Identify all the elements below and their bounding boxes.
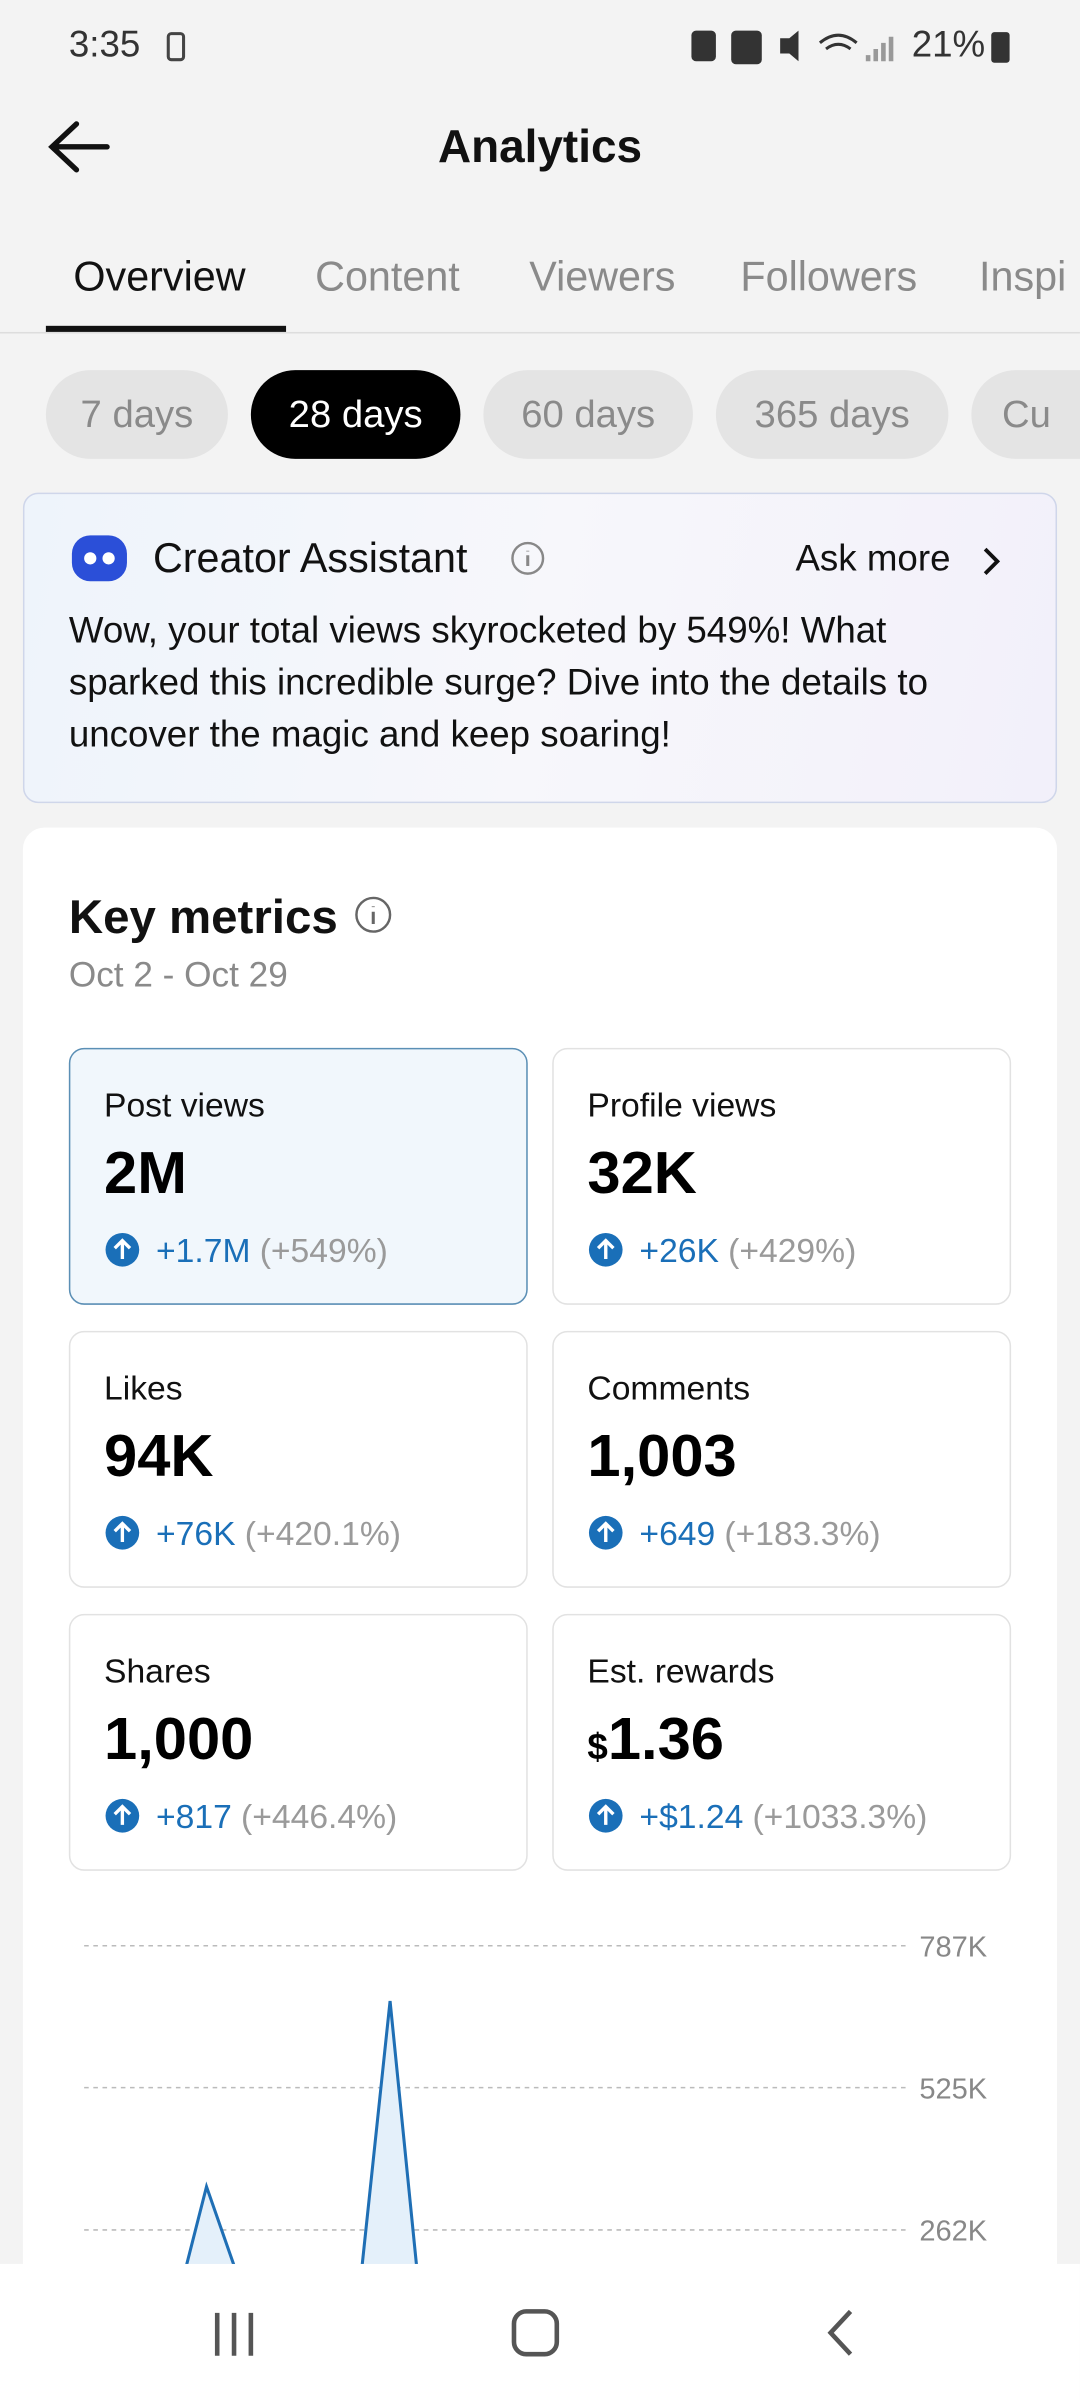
info-icon[interactable] (353, 895, 393, 935)
metric-percent: (+446.4%) (241, 1797, 398, 1836)
y-tick-label: 262K (919, 2216, 987, 2248)
tab[interactable]: Content (315, 253, 460, 300)
metric-percent: (+420.1%) (244, 1514, 401, 1553)
assistant-card (22, 492, 1058, 804)
metric-value: 2M (104, 1141, 187, 1208)
nav-icons (214, 2309, 853, 2357)
y-tick-label: 525K (919, 2073, 987, 2105)
metric-percent: (+549%) (259, 1231, 388, 1270)
metric-percent: (+1033.3%) (752, 1797, 928, 1836)
section-title: Key metrics (68, 890, 338, 944)
tab[interactable]: Overview (73, 253, 246, 300)
metric-number: 1,003 (587, 1424, 737, 1490)
chevron (983, 547, 1001, 575)
date-range: Oct 2 - Oct 29 (68, 954, 288, 995)
metric-label: Est. rewards (587, 1652, 775, 1691)
metric-percent: (+183.3%) (724, 1514, 881, 1553)
period-pill[interactable]: 60 days (483, 370, 693, 459)
up-icon (105, 1798, 140, 1833)
nav-bar (0, 2263, 1080, 2400)
metric-label: Shares (104, 1652, 211, 1691)
metric-card[interactable]: Shares 1,000 +817 (+446.4%) (68, 1613, 528, 1871)
period-pill[interactable]: 7 days (45, 370, 228, 459)
metric-card[interactable]: Post views 2M +1.7M (+549%) (68, 1047, 528, 1305)
metric-delta: +1.7M (156, 1231, 251, 1270)
metric-number: 1,000 (104, 1707, 254, 1773)
status-icon (166, 32, 186, 62)
metric-label: Likes (104, 1369, 183, 1408)
up-icon (588, 1798, 623, 1833)
metric-delta: +649 (639, 1514, 716, 1553)
status-icons (691, 30, 894, 65)
metric-number: 94K (104, 1424, 214, 1490)
metric-value: $1.36 (587, 1707, 724, 1774)
period-pill[interactable]: Cu (971, 370, 1080, 459)
metric-currency: $ (587, 1727, 608, 1769)
tab[interactable]: Viewers (529, 253, 676, 300)
y-tick-label: 787K (919, 1931, 987, 1963)
metric-change: +26K (+429%) (587, 1231, 856, 1271)
assistant-title: Creator Assistant (152, 535, 468, 582)
metric-value: 1,003 (587, 1424, 736, 1491)
metric-change: +1.7M (+549%) (104, 1231, 388, 1271)
period-pill[interactable]: 28 days (250, 370, 461, 459)
metric-number: 1.36 (607, 1707, 724, 1773)
battery-icon (991, 32, 1010, 63)
status-time: 3:35 (68, 24, 141, 66)
metric-delta: +817 (156, 1797, 232, 1836)
metric-delta: +26K (639, 1231, 719, 1270)
ask-more[interactable]: Ask more (795, 538, 951, 580)
metric-delta: +76K (156, 1514, 236, 1553)
assistant-message: Wow, your total views skyrocketed by 549… (68, 610, 929, 756)
page-title: Analytics (437, 122, 642, 173)
metric-change: +76K (+420.1%) (104, 1514, 401, 1554)
up-icon (105, 1232, 140, 1267)
metric-percent: (+429%) (728, 1231, 857, 1270)
back-button[interactable] (46, 119, 113, 174)
metric-number: 2M (104, 1141, 187, 1207)
metric-label: Post views (104, 1086, 265, 1125)
up-icon (588, 1232, 623, 1267)
metric-delta: +$1.24 (639, 1797, 744, 1836)
metric-card[interactable]: Likes 94K +76K (+420.1%) (68, 1330, 528, 1588)
tab[interactable]: Followers (740, 253, 918, 300)
metric-card[interactable]: Comments 1,003 +649 (+183.3%) (552, 1330, 1012, 1588)
metric-number: 32K (587, 1141, 697, 1207)
period-pill[interactable]: 365 days (715, 370, 949, 459)
up-icon (588, 1515, 623, 1550)
metric-value: 32K (587, 1141, 696, 1208)
metric-label: Comments (587, 1369, 751, 1408)
metric-value: 94K (104, 1424, 213, 1491)
info-icon[interactable] (509, 540, 546, 577)
metric-change: +817 (+446.4%) (104, 1797, 397, 1837)
metric-card[interactable]: Est. rewards $1.36 +$1.24 (+1033.3%) (552, 1613, 1012, 1871)
up-icon (105, 1515, 140, 1550)
assistant-icon (71, 535, 127, 582)
metric-value: 1,000 (104, 1707, 253, 1774)
metric-card[interactable]: Profile views 32K +26K (+429%) (552, 1047, 1012, 1305)
divider (0, 331, 1080, 334)
status-battery: 21% (911, 24, 986, 66)
tab-indicator (45, 325, 287, 332)
tab[interactable]: Inspi (979, 253, 1067, 300)
metric-change: +649 (+183.3%) (587, 1514, 881, 1554)
metric-label: Profile views (587, 1086, 777, 1125)
metric-change: +$1.24 (+1033.3%) (587, 1797, 927, 1837)
